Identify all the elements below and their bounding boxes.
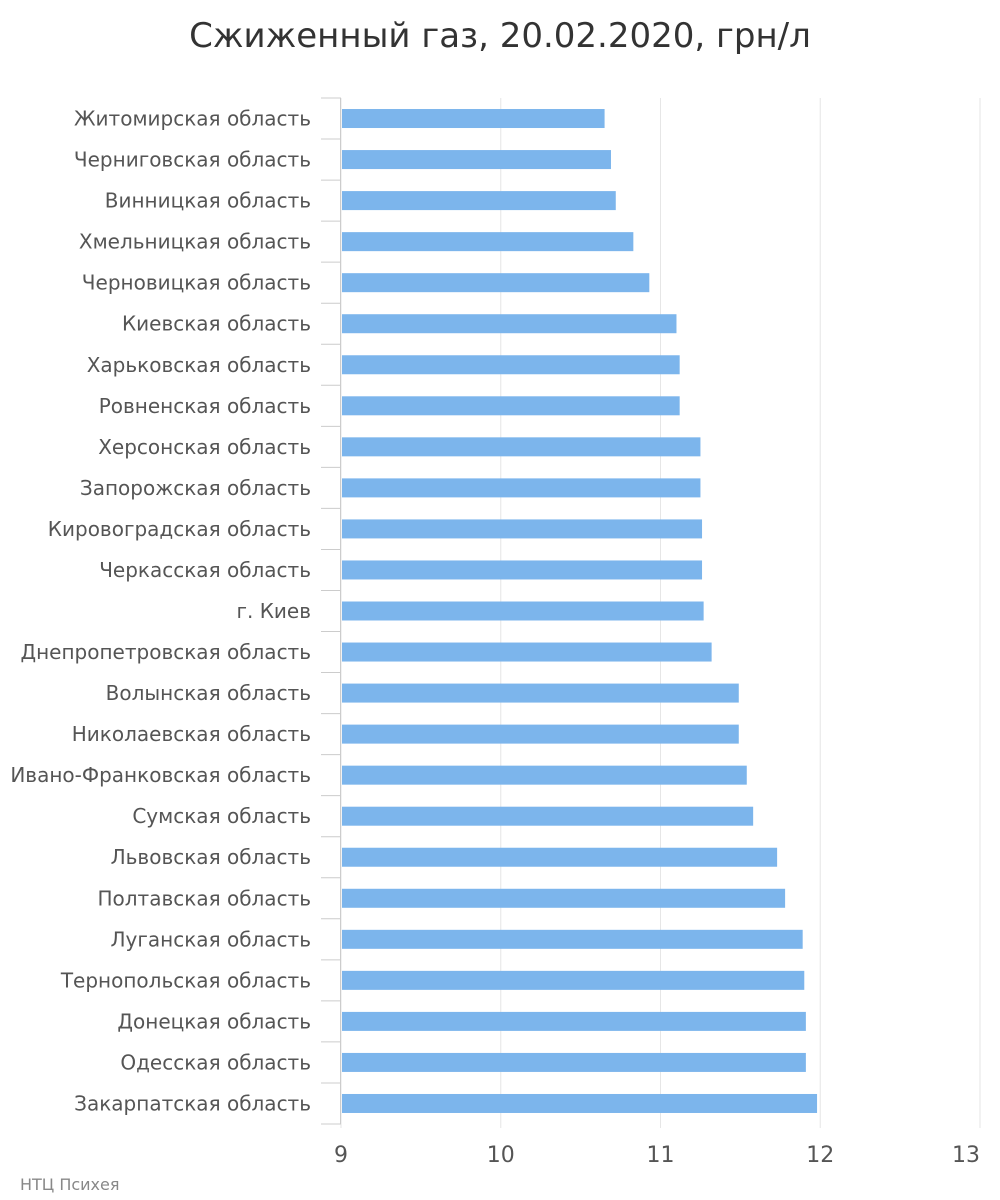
category-label-6: Харьковская область xyxy=(87,353,311,377)
x-tick-label-4: 13 xyxy=(952,1143,980,1168)
category-label-3: Хмельницкая область xyxy=(79,230,311,254)
bar-2[interactable] xyxy=(342,191,616,211)
category-label-15: Николаевская область xyxy=(72,722,311,746)
bar-24[interactable] xyxy=(342,1093,818,1113)
bar-22[interactable] xyxy=(342,1011,806,1031)
category-label-16: Ивано-Франковская область xyxy=(10,763,311,787)
category-label-9: Запорожская область xyxy=(80,476,311,500)
category-label-13: Днепропетровская область xyxy=(20,640,311,664)
category-label-1: Черниговская область xyxy=(74,148,311,172)
category-label-21: Тернопольская область xyxy=(60,968,311,992)
bar-23[interactable] xyxy=(342,1052,806,1072)
bar-17[interactable] xyxy=(342,806,754,826)
bar-13[interactable] xyxy=(342,642,712,662)
chart-title: Сжиженный газ, 20.02.2020, грн/л xyxy=(189,16,811,56)
bar-20[interactable] xyxy=(342,929,803,949)
bar-18[interactable] xyxy=(342,847,778,867)
category-label-19: Полтавская область xyxy=(97,886,311,910)
bar-7[interactable] xyxy=(342,396,680,416)
category-label-18: Львовская область xyxy=(111,845,311,869)
x-tick-label-3: 12 xyxy=(806,1143,834,1168)
bar-14[interactable] xyxy=(342,683,739,703)
category-label-4: Черновицкая область xyxy=(82,271,311,295)
category-label-5: Киевская область xyxy=(122,312,311,336)
category-label-7: Ровненская область xyxy=(99,394,311,418)
bar-16[interactable] xyxy=(342,765,747,785)
category-label-12: г. Киев xyxy=(236,599,311,623)
bar-12[interactable] xyxy=(342,601,704,621)
bar-9[interactable] xyxy=(342,478,701,498)
bar-6[interactable] xyxy=(342,355,680,375)
credit-text: НТЦ Психея xyxy=(20,1175,119,1194)
bar-19[interactable] xyxy=(342,888,786,908)
x-tick-label-2: 11 xyxy=(647,1143,675,1168)
category-label-8: Херсонская область xyxy=(98,435,311,459)
bar-3[interactable] xyxy=(342,232,634,252)
category-labels: Житомирская область Черниговская область В… xyxy=(10,107,311,1116)
x-axis-ticks: 9 10 11 12 13 xyxy=(334,1143,980,1168)
category-label-17: Сумская область xyxy=(132,804,311,828)
category-label-0: Житомирская область xyxy=(74,107,311,131)
bar-8[interactable] xyxy=(342,437,701,457)
category-label-14: Волынская область xyxy=(106,681,311,705)
bar-11[interactable] xyxy=(342,560,703,580)
gridlines xyxy=(321,97,981,1128)
bar-1[interactable] xyxy=(342,150,611,170)
category-label-11: Черкасская область xyxy=(99,558,311,582)
category-label-22: Донецкая область xyxy=(117,1009,311,1033)
category-label-2: Винницкая область xyxy=(105,189,311,213)
bar-15[interactable] xyxy=(342,724,739,744)
category-label-24: Закарпатская область xyxy=(74,1091,311,1115)
x-tick-label-1: 10 xyxy=(487,1143,515,1168)
category-label-23: Одесская область xyxy=(120,1050,311,1074)
bar-5[interactable] xyxy=(342,314,677,334)
bar-21[interactable] xyxy=(342,970,805,990)
category-label-10: Кировоградская область xyxy=(48,517,311,541)
bars xyxy=(342,109,818,1113)
x-tick-label-0: 9 xyxy=(334,1143,348,1168)
bar-0[interactable] xyxy=(342,109,605,129)
bar-10[interactable] xyxy=(342,519,703,539)
bar-4[interactable] xyxy=(342,273,650,293)
category-label-20: Луганская область xyxy=(111,927,311,951)
